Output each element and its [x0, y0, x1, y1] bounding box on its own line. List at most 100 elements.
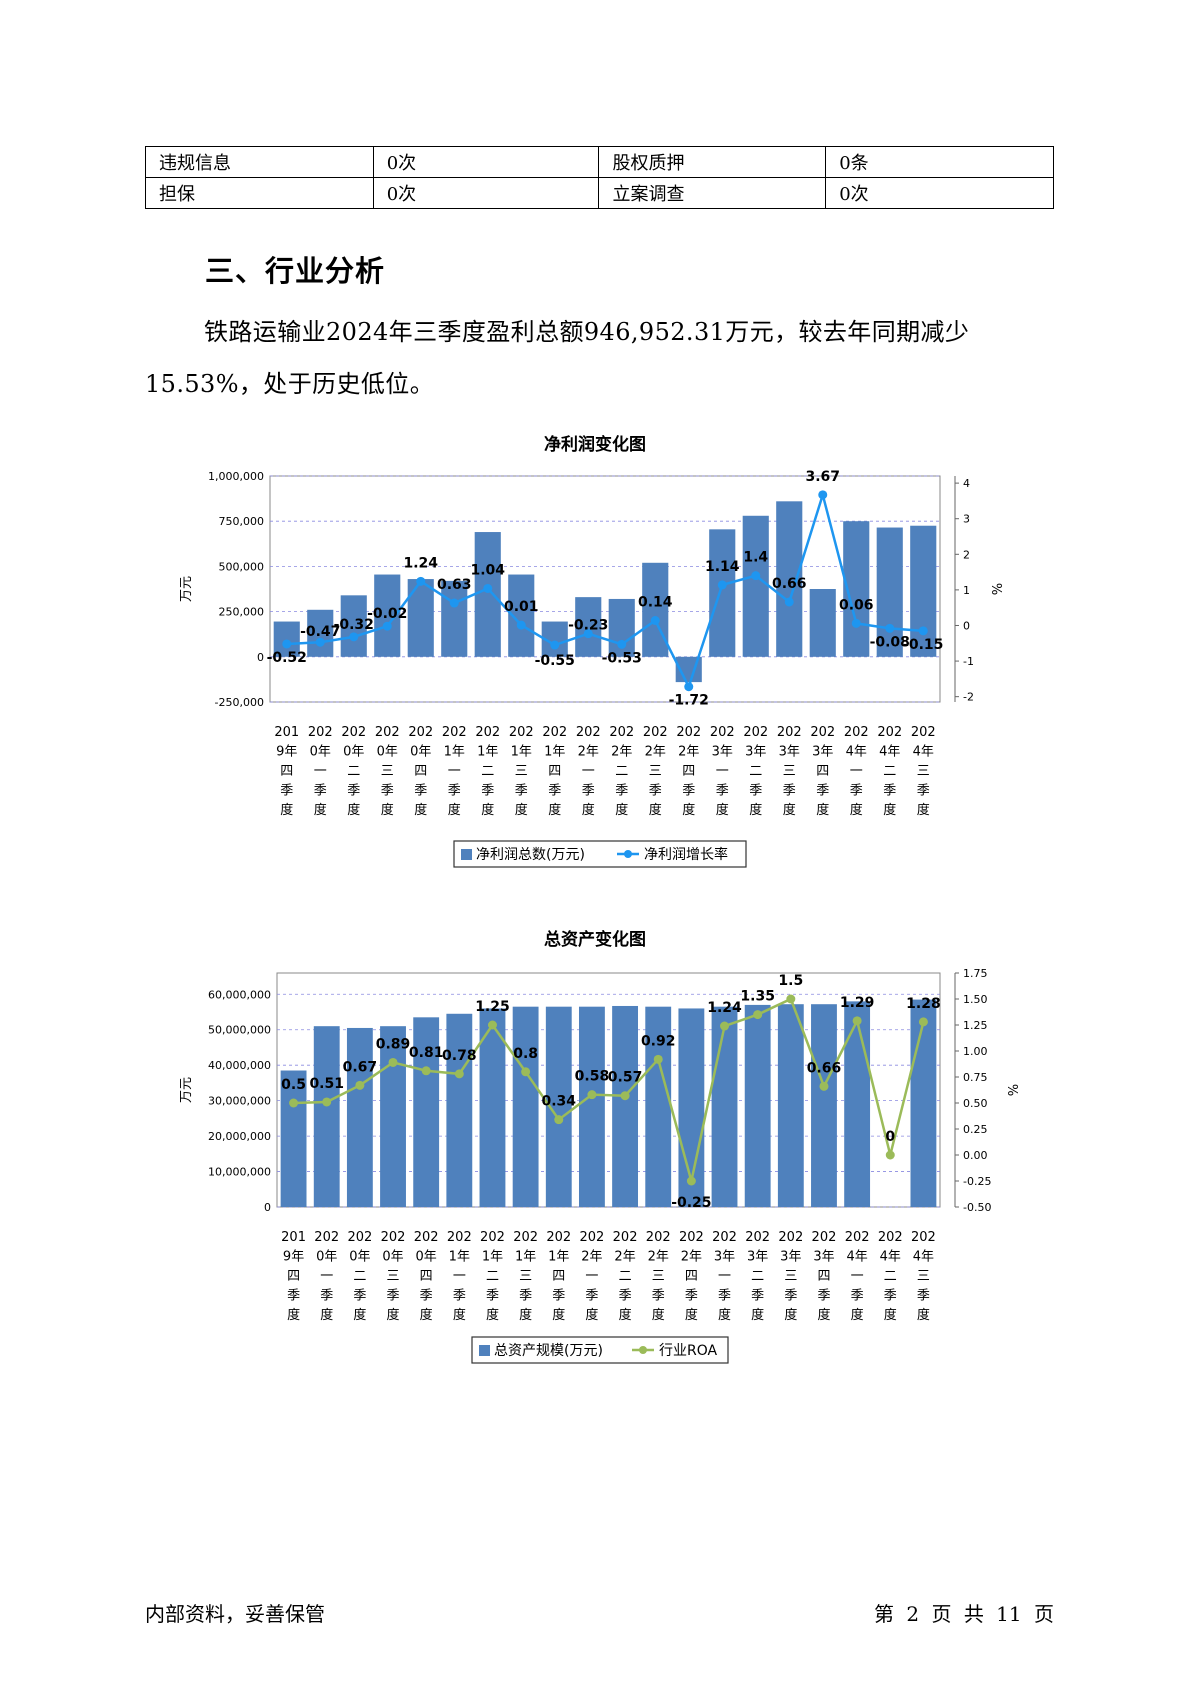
legend-entry: 总资产规模(万元) [494, 1343, 603, 1359]
data-label: 1.28 [906, 996, 941, 1012]
data-label: 1.29 [840, 995, 875, 1011]
bar [709, 529, 736, 657]
x-tick-label: 202 4年二季度 [877, 725, 902, 818]
footer-page-number: 第 2 页 共 11 页 [874, 1602, 1054, 1626]
plot-area [269, 475, 941, 703]
series-point [620, 1091, 630, 1101]
bar [479, 1008, 506, 1207]
series-point [315, 637, 325, 647]
series-point [282, 639, 292, 649]
data-label: -0.32 [334, 617, 374, 633]
bar [777, 1004, 804, 1207]
table-cell-value: 0条 [825, 146, 1054, 178]
data-label: 1.4 [743, 550, 768, 566]
series-point [587, 1090, 597, 1100]
bar [678, 1008, 705, 1207]
bar [380, 1026, 406, 1207]
y-tick-label: 60,000,000 [208, 988, 271, 1001]
x-tick-label: 202 0年一季度 [314, 1230, 339, 1323]
data-label: -0.02 [367, 606, 407, 622]
series-point [516, 620, 526, 630]
bar [441, 580, 468, 657]
data-label: 0.01 [504, 599, 539, 615]
y-tick-label: 250,000 [219, 606, 265, 619]
y-tick-label: 500,000 [219, 560, 265, 573]
y-axis-title: 万元 [179, 1077, 194, 1103]
series-point [617, 639, 627, 649]
x-tick-label: 202 4年二季度 [878, 1230, 903, 1323]
chart-title: 总资产变化图 [544, 929, 646, 950]
series-point [717, 580, 727, 590]
y2-tick-label: 4 [963, 477, 970, 490]
data-label: 0.92 [641, 1033, 676, 1049]
y-tick-label: 40,000,000 [208, 1059, 271, 1072]
y2-tick-label: -0.25 [963, 1175, 991, 1188]
x-tick-label: 202 2年二季度 [613, 1230, 638, 1323]
data-label: 0.66 [772, 576, 807, 592]
bar [407, 579, 434, 657]
x-tick-label: 202 0年三季度 [375, 725, 400, 818]
total-assets-chart-svg: 总资产变化图 60,000,000 50,000,000 40,000,000 30,0… [179, 929, 1019, 1364]
y-tick-label: 0 [264, 1201, 271, 1214]
bar [307, 609, 334, 657]
bar [776, 501, 803, 657]
data-label: 1.24 [707, 1000, 742, 1016]
bar [844, 1001, 871, 1207]
y-tick-label: -250,000 [215, 696, 264, 709]
series-point [454, 1069, 464, 1079]
x-tick-label: 202 3年二季度 [745, 1230, 770, 1323]
data-label: 0.34 [542, 1094, 577, 1110]
data-label: 0.57 [608, 1070, 643, 1086]
data-label: -0.23 [568, 618, 608, 634]
y2-tick-label: 2 [963, 548, 970, 561]
series-point [851, 618, 861, 628]
net-profit-chart-svg: 净利润变化图 1,000,000 750,000 500,000 250,000 0 -25… [179, 434, 1003, 868]
series-point [483, 583, 493, 593]
x-tick-label: 202 1年三季度 [513, 1230, 538, 1323]
footer-confidential: 内部资料，妥善保管 [145, 1602, 325, 1626]
series-line [286, 490, 924, 690]
table-cell-label: 股权质押 [598, 146, 827, 178]
y2-tick-label: -1 [963, 655, 974, 668]
series-point [421, 1066, 431, 1076]
series-point [720, 1021, 730, 1031]
x-tick-label: 202 2年三季度 [643, 725, 668, 818]
bar [512, 1006, 539, 1207]
series-point [818, 490, 828, 500]
x-tick-label: 202 0年一季度 [308, 725, 333, 818]
section-heading: 三、行业分析 [205, 254, 386, 288]
y-tick-label: 1,000,000 [208, 470, 264, 483]
x-tick-label: 202 4年一季度 [844, 725, 869, 818]
y2-tick-label: 1.25 [963, 1019, 988, 1032]
bar [811, 1004, 837, 1207]
y-tick-label: 30,000,000 [208, 1095, 271, 1108]
series-point [521, 1067, 531, 1077]
table-cell-label: 立案调查 [598, 177, 827, 209]
data-label: 0.14 [638, 594, 673, 610]
series-point [322, 1097, 332, 1107]
bar [711, 1006, 738, 1207]
legend-bar-swatch [461, 849, 472, 860]
series-point [388, 1057, 398, 1067]
y-tick-label: 0 [257, 651, 264, 664]
data-label: 0.58 [575, 1069, 610, 1085]
x-tick-label: 201 9年四季度 [281, 1230, 306, 1323]
bar [645, 1006, 672, 1207]
series-point [751, 571, 761, 581]
y2-axis-title: % [988, 583, 1003, 595]
x-tick-label: 202 1年一季度 [442, 725, 467, 818]
bar [340, 595, 367, 657]
bar [446, 1013, 473, 1207]
data-label: 3.67 [805, 469, 840, 485]
x-tick-label: 202 3年三季度 [777, 725, 802, 818]
data-label: -0.53 [602, 650, 642, 666]
legend-point-swatch [624, 850, 632, 858]
bar [744, 1004, 771, 1207]
bar [642, 562, 669, 657]
x-tick-label: 202 4年三季度 [911, 1230, 936, 1323]
data-label: 0.8 [513, 1046, 538, 1062]
y2-tick-label: 1 [963, 584, 970, 597]
data-label: 0.66 [807, 1060, 842, 1076]
bar [346, 1027, 373, 1207]
data-label: 0.81 [409, 1045, 444, 1061]
